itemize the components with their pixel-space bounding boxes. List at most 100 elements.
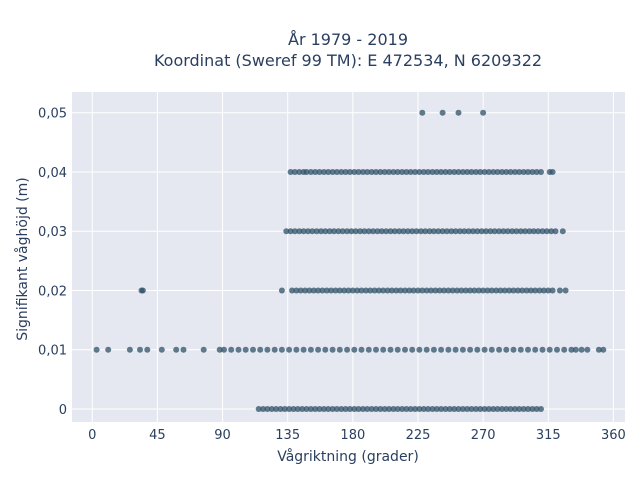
x-axis-ticks: 0 45 90 135 180 225 270 315 360	[88, 428, 626, 443]
data-point	[306, 287, 313, 294]
data-point	[344, 228, 351, 235]
data-point	[297, 287, 304, 294]
data-point	[416, 169, 423, 175]
data-point	[403, 406, 410, 412]
data-point	[539, 228, 546, 235]
data-point	[510, 346, 517, 353]
data-point	[283, 228, 290, 235]
data-point	[519, 287, 526, 294]
data-point	[307, 346, 314, 353]
data-point	[360, 169, 366, 175]
data-point	[452, 228, 459, 235]
data-point	[399, 406, 406, 412]
data-point	[144, 346, 151, 353]
data-point	[290, 406, 297, 412]
y-tick-label: 0,04	[38, 166, 67, 181]
data-point	[312, 169, 319, 175]
y-axis-title: Signifikant våghöjd (m)	[14, 177, 31, 340]
data-point	[520, 169, 527, 175]
data-point	[278, 346, 285, 353]
data-point	[400, 228, 407, 235]
data-point	[394, 406, 401, 412]
data-point	[335, 228, 342, 235]
data-point	[436, 287, 443, 294]
data-point	[556, 287, 563, 294]
data-point	[459, 346, 466, 353]
data-point	[277, 406, 284, 412]
data-point	[354, 287, 361, 294]
data-point	[358, 287, 365, 294]
data-point	[490, 169, 497, 175]
data-point	[578, 346, 585, 353]
data-point	[552, 228, 559, 235]
data-point	[485, 406, 492, 412]
data-point	[459, 406, 466, 412]
data-point	[221, 346, 227, 353]
data-point	[255, 406, 262, 412]
data-point	[539, 346, 546, 353]
data-point	[420, 406, 427, 412]
data-point	[584, 346, 591, 353]
data-point	[526, 228, 533, 235]
data-point	[442, 406, 449, 412]
data-point	[499, 406, 505, 412]
data-point	[464, 169, 471, 175]
data-point	[383, 228, 390, 235]
data-point	[449, 287, 456, 294]
data-point	[433, 169, 440, 175]
data-point	[371, 287, 378, 294]
data-point	[313, 228, 320, 235]
data-point	[250, 346, 256, 353]
data-point	[407, 406, 414, 412]
data-point	[500, 228, 507, 235]
data-point	[522, 228, 529, 235]
data-point	[299, 406, 306, 412]
data-point	[517, 346, 524, 353]
data-point	[442, 169, 449, 175]
data-point	[413, 228, 420, 235]
data-point	[355, 169, 362, 175]
data-point	[367, 287, 374, 294]
data-point	[390, 406, 397, 412]
data-point	[430, 346, 437, 353]
data-point	[349, 287, 356, 294]
data-point	[387, 346, 394, 353]
data-point	[346, 406, 353, 412]
data-point	[485, 169, 492, 175]
data-point	[325, 169, 332, 175]
data-point	[355, 406, 362, 412]
data-point	[315, 287, 322, 294]
data-point	[404, 228, 411, 235]
data-point	[454, 287, 461, 294]
data-point	[525, 406, 531, 412]
data-point	[554, 346, 560, 353]
data-point	[543, 228, 550, 235]
data-point	[527, 287, 534, 294]
data-point	[491, 228, 498, 235]
data-point	[455, 406, 462, 412]
data-point	[373, 406, 379, 412]
y-tick-label: 0,05	[38, 107, 67, 122]
data-point	[403, 169, 410, 175]
data-point	[464, 406, 471, 412]
data-point	[483, 228, 489, 235]
data-point	[336, 346, 343, 353]
data-point	[430, 228, 437, 235]
data-point	[532, 287, 539, 294]
x-tick-label: 315	[536, 428, 561, 443]
data-point	[471, 287, 478, 294]
data-point	[368, 406, 375, 412]
data-point	[533, 406, 540, 412]
data-point	[293, 346, 300, 353]
data-point	[303, 406, 310, 412]
y-tick-label: 0,03	[38, 225, 67, 240]
data-point	[496, 228, 503, 235]
data-point	[507, 169, 514, 175]
data-point	[316, 406, 323, 412]
data-point	[342, 169, 349, 175]
data-point	[341, 287, 348, 294]
data-point	[329, 346, 336, 353]
data-point	[344, 346, 351, 353]
data-point	[448, 228, 455, 235]
data-point	[538, 406, 544, 412]
